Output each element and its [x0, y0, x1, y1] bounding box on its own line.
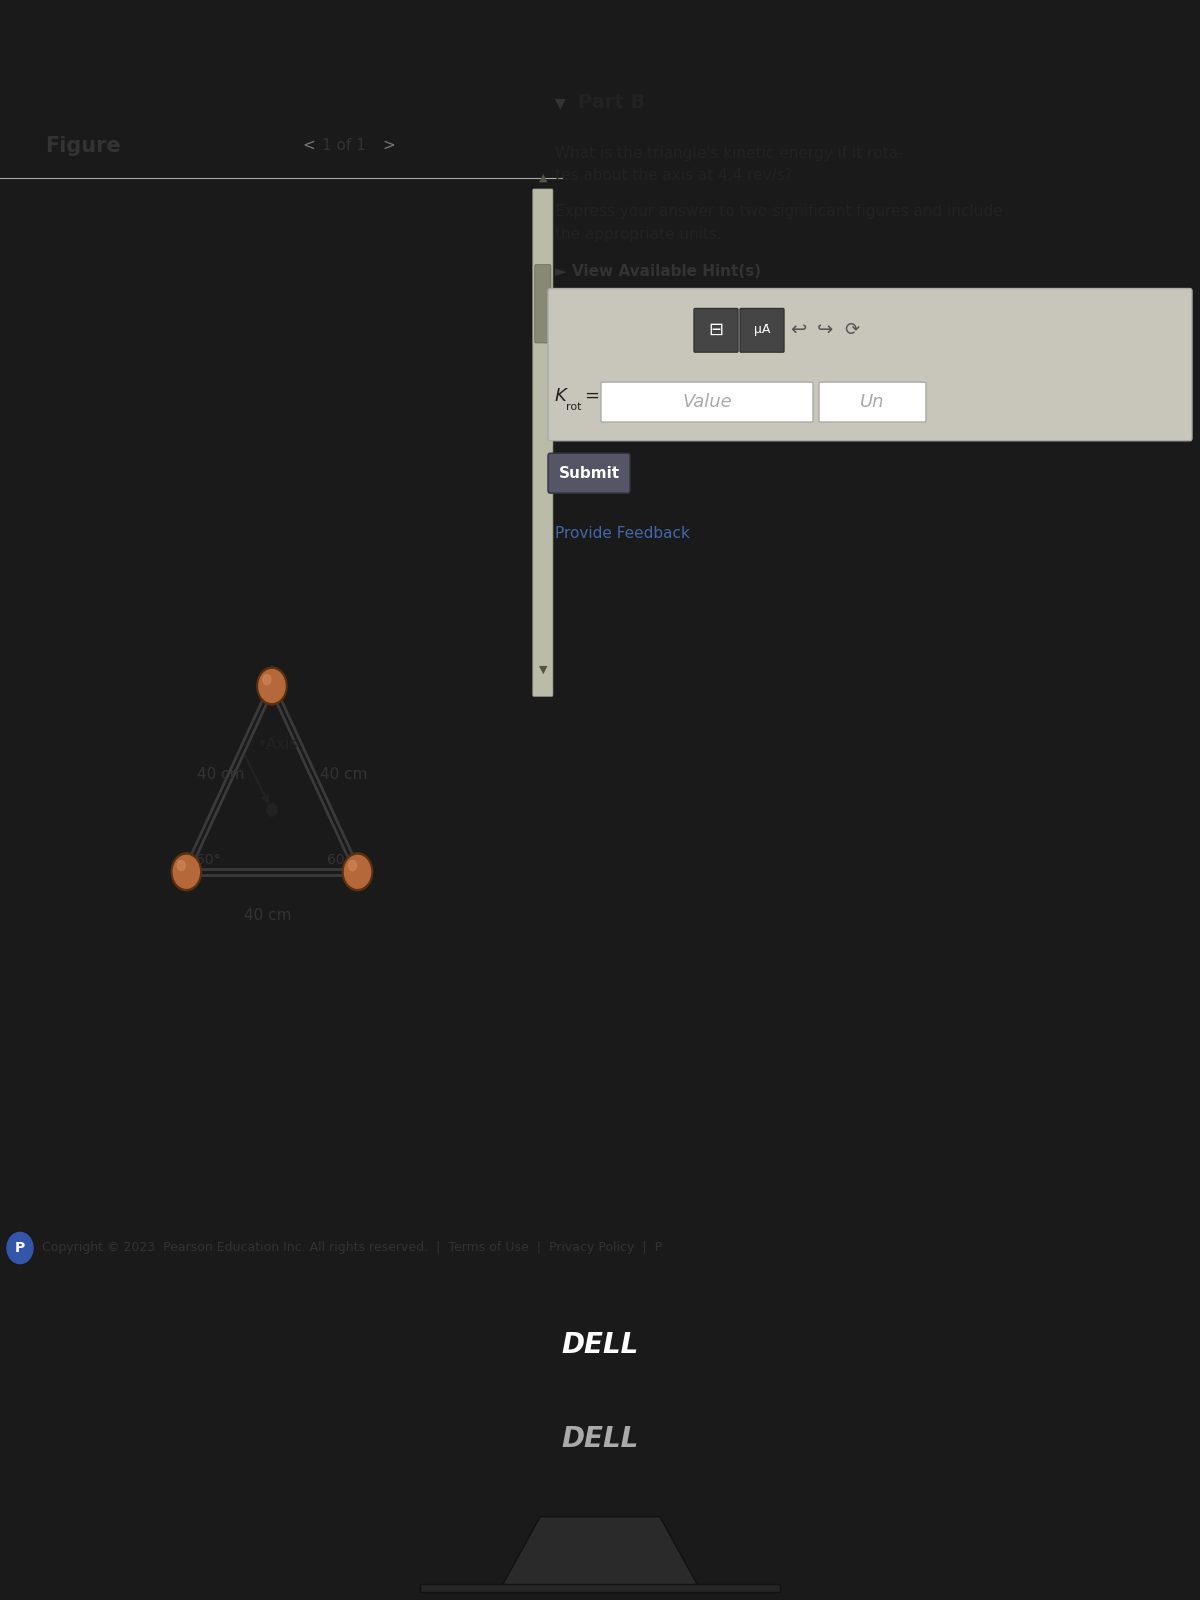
Circle shape — [266, 803, 277, 816]
Text: Figure: Figure — [46, 136, 121, 157]
Text: tes about the axis at 4.4 rev/s?: tes about the axis at 4.4 rev/s? — [554, 168, 793, 182]
Text: ⊟: ⊟ — [708, 320, 724, 339]
FancyBboxPatch shape — [740, 309, 784, 352]
Circle shape — [348, 861, 356, 870]
Text: rot: rot — [566, 402, 582, 411]
Text: •Axis: •Axis — [258, 738, 299, 752]
Circle shape — [172, 853, 202, 891]
Circle shape — [178, 861, 185, 870]
Text: 60°: 60° — [328, 853, 352, 867]
Text: ↩: ↩ — [790, 320, 806, 339]
Text: Part B: Part B — [578, 93, 646, 112]
Circle shape — [263, 675, 271, 685]
Text: 60°: 60° — [197, 853, 221, 867]
Text: Express your answer to two significant figures and include: Express your answer to two significant f… — [554, 205, 1003, 219]
Text: Value: Value — [682, 394, 732, 411]
Circle shape — [257, 667, 287, 706]
Text: ► View Available Hint(s): ► View Available Hint(s) — [554, 264, 761, 278]
Text: <: < — [302, 138, 314, 154]
Circle shape — [259, 669, 286, 702]
Text: 40 cm: 40 cm — [244, 907, 292, 923]
FancyBboxPatch shape — [601, 382, 814, 422]
Text: ⟳: ⟳ — [845, 320, 859, 339]
Text: μȦ: μȦ — [754, 323, 770, 336]
FancyBboxPatch shape — [533, 189, 553, 696]
Text: Copyright © 2023  Pearson Education Inc. All rights reserved.  |  Terms of Use  : Copyright © 2023 Pearson Education Inc. … — [42, 1242, 662, 1254]
Text: DELL: DELL — [562, 1331, 638, 1358]
Text: ↪: ↪ — [817, 320, 833, 339]
Text: ▼: ▼ — [554, 96, 565, 110]
Circle shape — [7, 1232, 34, 1264]
Text: K: K — [554, 387, 566, 405]
Text: >: > — [383, 138, 396, 154]
Text: 40 cm: 40 cm — [197, 766, 245, 782]
FancyBboxPatch shape — [535, 264, 551, 342]
Text: Un: Un — [859, 394, 884, 411]
Text: 40 cm: 40 cm — [319, 766, 367, 782]
Circle shape — [344, 856, 371, 888]
FancyBboxPatch shape — [694, 309, 738, 352]
Text: What is the triangle's kinetic energy if it rota-: What is the triangle's kinetic energy if… — [554, 146, 904, 160]
Circle shape — [342, 853, 373, 891]
Circle shape — [173, 856, 199, 888]
FancyBboxPatch shape — [548, 288, 1192, 440]
Text: Submit: Submit — [558, 466, 619, 480]
Text: 1 of 1: 1 of 1 — [323, 138, 366, 154]
Polygon shape — [500, 1517, 700, 1590]
Text: Provide Feedback: Provide Feedback — [554, 526, 690, 541]
Text: ▲: ▲ — [539, 173, 547, 182]
Text: DELL: DELL — [562, 1424, 638, 1453]
FancyBboxPatch shape — [818, 382, 926, 422]
Polygon shape — [420, 1584, 780, 1592]
Text: =: = — [584, 387, 599, 405]
Text: P: P — [14, 1242, 25, 1254]
Text: the appropriate units.: the appropriate units. — [554, 227, 721, 242]
Text: ▼: ▼ — [539, 666, 547, 675]
FancyBboxPatch shape — [548, 453, 630, 493]
